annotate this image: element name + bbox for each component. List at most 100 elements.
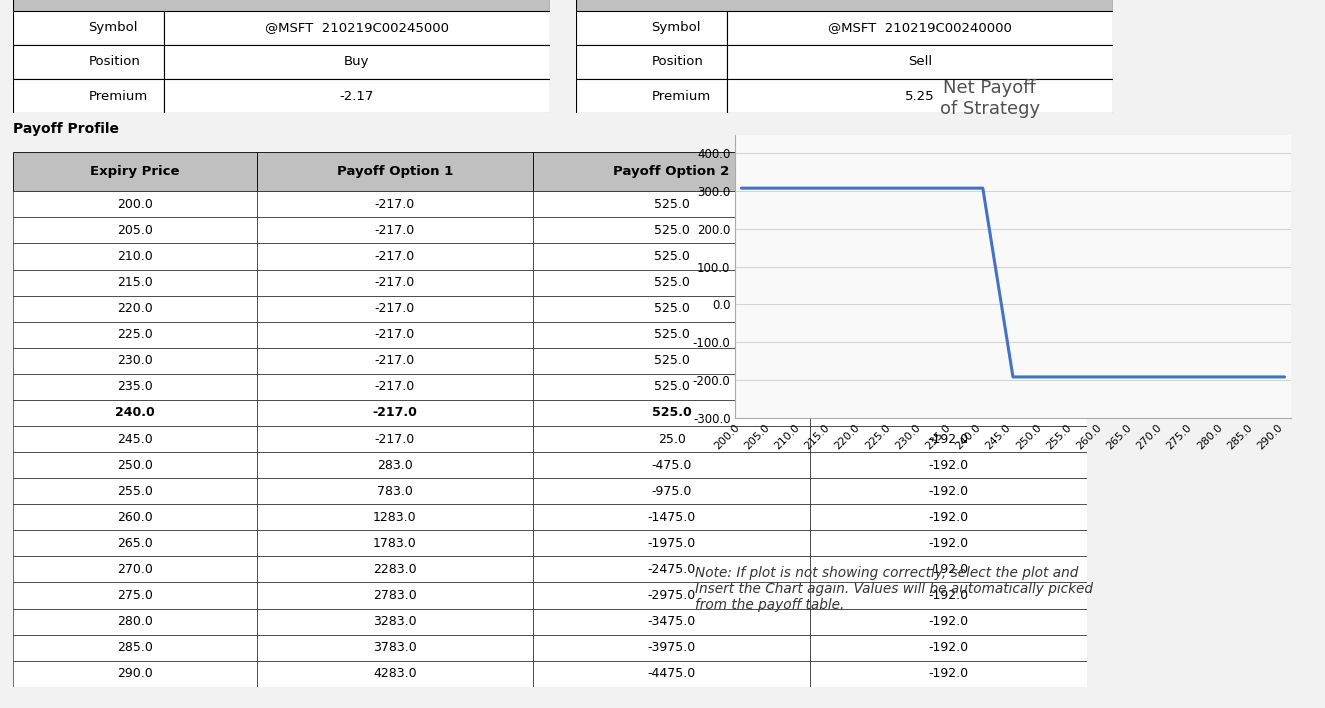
- Text: Payoff Option 2: Payoff Option 2: [613, 165, 730, 178]
- FancyBboxPatch shape: [13, 244, 257, 270]
- Text: 525.0: 525.0: [653, 329, 689, 341]
- Text: 783.0: 783.0: [378, 485, 413, 498]
- Text: 525.0: 525.0: [653, 198, 689, 211]
- Text: -192.0: -192.0: [927, 615, 969, 628]
- FancyBboxPatch shape: [163, 79, 550, 113]
- Text: 525.0: 525.0: [652, 406, 692, 419]
- Text: 265.0: 265.0: [117, 537, 152, 550]
- FancyBboxPatch shape: [13, 478, 257, 504]
- FancyBboxPatch shape: [533, 244, 810, 270]
- FancyBboxPatch shape: [810, 348, 1086, 374]
- FancyBboxPatch shape: [533, 583, 810, 609]
- FancyBboxPatch shape: [257, 348, 533, 374]
- Text: -217.0: -217.0: [375, 276, 415, 289]
- FancyBboxPatch shape: [257, 661, 533, 687]
- FancyBboxPatch shape: [163, 45, 550, 79]
- Text: -217.0: -217.0: [375, 302, 415, 315]
- FancyBboxPatch shape: [13, 583, 257, 609]
- Text: -192.0: -192.0: [927, 563, 969, 576]
- Text: 308.0: 308.0: [930, 329, 966, 341]
- Text: -3475.0: -3475.0: [648, 615, 696, 628]
- FancyBboxPatch shape: [13, 452, 257, 478]
- Text: 210.0: 210.0: [117, 250, 152, 263]
- Text: 308.0: 308.0: [930, 380, 966, 394]
- FancyBboxPatch shape: [257, 426, 533, 452]
- FancyBboxPatch shape: [13, 426, 257, 452]
- FancyBboxPatch shape: [810, 504, 1086, 530]
- FancyBboxPatch shape: [576, 45, 726, 79]
- FancyBboxPatch shape: [13, 217, 257, 244]
- Text: 525.0: 525.0: [653, 302, 689, 315]
- FancyBboxPatch shape: [257, 556, 533, 583]
- FancyBboxPatch shape: [810, 661, 1086, 687]
- FancyBboxPatch shape: [533, 152, 810, 191]
- FancyBboxPatch shape: [810, 583, 1086, 609]
- FancyBboxPatch shape: [13, 634, 257, 661]
- Text: -217.0: -217.0: [375, 224, 415, 237]
- Text: 280.0: 280.0: [117, 615, 152, 628]
- FancyBboxPatch shape: [726, 11, 1113, 45]
- Text: 308.0: 308.0: [930, 302, 966, 315]
- Text: Payoff Profile: Payoff Profile: [13, 122, 119, 136]
- Text: 200.0: 200.0: [117, 198, 152, 211]
- FancyBboxPatch shape: [257, 270, 533, 296]
- FancyBboxPatch shape: [13, 0, 550, 11]
- Text: -1475.0: -1475.0: [648, 510, 696, 524]
- FancyBboxPatch shape: [257, 478, 533, 504]
- Text: 525.0: 525.0: [653, 354, 689, 367]
- Text: -2.17: -2.17: [339, 90, 374, 103]
- Text: 215.0: 215.0: [117, 276, 152, 289]
- FancyBboxPatch shape: [163, 11, 550, 45]
- FancyBboxPatch shape: [533, 478, 810, 504]
- FancyBboxPatch shape: [533, 374, 810, 400]
- Text: -4475.0: -4475.0: [648, 667, 696, 680]
- FancyBboxPatch shape: [13, 79, 163, 113]
- FancyBboxPatch shape: [13, 296, 257, 321]
- Text: 1283.0: 1283.0: [374, 510, 417, 524]
- Text: 308.0: 308.0: [930, 224, 966, 237]
- FancyBboxPatch shape: [13, 374, 257, 400]
- Text: Buy: Buy: [344, 55, 370, 69]
- FancyBboxPatch shape: [533, 634, 810, 661]
- Text: 3283.0: 3283.0: [374, 615, 417, 628]
- Text: -2475.0: -2475.0: [648, 563, 696, 576]
- Text: 205.0: 205.0: [117, 224, 152, 237]
- Text: 290.0: 290.0: [117, 667, 152, 680]
- Text: 4283.0: 4283.0: [374, 667, 417, 680]
- FancyBboxPatch shape: [810, 217, 1086, 244]
- Text: -217.0: -217.0: [375, 329, 415, 341]
- Text: 270.0: 270.0: [117, 563, 152, 576]
- Text: -192.0: -192.0: [927, 589, 969, 602]
- FancyBboxPatch shape: [533, 321, 810, 348]
- Text: Premium: Premium: [652, 90, 710, 103]
- FancyBboxPatch shape: [810, 191, 1086, 217]
- FancyBboxPatch shape: [726, 79, 1113, 113]
- FancyBboxPatch shape: [533, 661, 810, 687]
- Text: 308.0: 308.0: [930, 250, 966, 263]
- FancyBboxPatch shape: [257, 583, 533, 609]
- FancyBboxPatch shape: [533, 530, 810, 556]
- Text: -192.0: -192.0: [927, 510, 969, 524]
- Text: -217.0: -217.0: [372, 406, 417, 419]
- FancyBboxPatch shape: [257, 152, 533, 191]
- Text: -192.0: -192.0: [927, 537, 969, 550]
- Text: Note: If plot is not showing correctly, select the plot and
Insert the Chart aga: Note: If plot is not showing correctly, …: [694, 566, 1093, 612]
- FancyBboxPatch shape: [810, 478, 1086, 504]
- Text: 2283.0: 2283.0: [374, 563, 417, 576]
- Text: 260.0: 260.0: [117, 510, 152, 524]
- FancyBboxPatch shape: [533, 400, 810, 426]
- Text: 283.0: 283.0: [378, 459, 413, 472]
- FancyBboxPatch shape: [257, 609, 533, 634]
- Text: Position: Position: [652, 55, 704, 69]
- Text: -192.0: -192.0: [927, 641, 969, 654]
- FancyBboxPatch shape: [257, 321, 533, 348]
- Text: -192.0: -192.0: [927, 485, 969, 498]
- FancyBboxPatch shape: [810, 634, 1086, 661]
- FancyBboxPatch shape: [533, 217, 810, 244]
- Text: 255.0: 255.0: [117, 485, 152, 498]
- Text: Expiry Price: Expiry Price: [90, 165, 180, 178]
- Text: -217.0: -217.0: [375, 433, 415, 445]
- FancyBboxPatch shape: [726, 45, 1113, 79]
- FancyBboxPatch shape: [257, 530, 533, 556]
- Text: -217.0: -217.0: [375, 250, 415, 263]
